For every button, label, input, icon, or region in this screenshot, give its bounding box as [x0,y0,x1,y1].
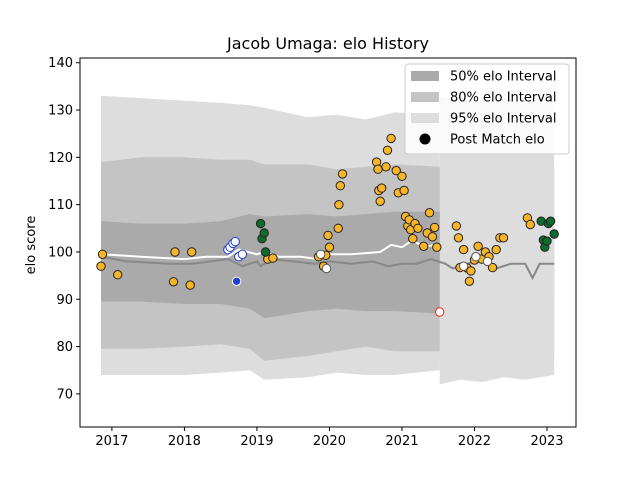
post-match-point-orange [97,249,108,260]
post-match-point-white [458,261,469,271]
chart-title: Jacob Umaga: elo History [226,34,429,53]
post-match-point-orange [375,196,385,207]
legend-label: Post Match elo [450,133,545,148]
y-axis-label: elo score [24,216,39,275]
post-match-point-orange [498,233,509,243]
post-match-point-orange [473,241,483,252]
post-match-point-orange [458,244,469,255]
post-match-point-orange [333,223,343,234]
post-match-point-orange [399,185,409,196]
legend-label: 50% elo Interval [450,70,557,85]
legend-marker [419,133,431,145]
post-match-point-orange [96,261,106,271]
post-match-point-green [545,216,556,226]
post-match-point-orange [397,171,407,182]
legend-label: 80% elo Interval [450,91,557,106]
post-match-point-green [259,228,269,238]
post-match-point-orange [419,241,429,252]
x-tick-label: 2018 [168,434,201,449]
post-match-point-orange [464,276,475,286]
post-match-point-green [255,218,266,229]
post-match-point-orange [185,280,195,290]
post-match-point-red-open [435,307,445,317]
post-match-point-green [260,247,271,257]
axes: 2017 2018 2019 2020 2021 2022 2023 70 80 90 100 110… [48,56,577,449]
legend: 50% elo Interval 80% elo Interval 95% elo … [404,63,570,155]
post-match-point-orange [427,232,438,242]
post-match-point-green [542,236,552,246]
post-match-point-orange [466,266,476,276]
post-match-point-orange [382,145,393,156]
post-match-point-orange [525,219,535,230]
post-match-point-orange [413,223,423,234]
x-tick-label: 2020 [313,434,346,449]
post-match-point-orange [187,247,197,257]
post-match-point-orange [386,133,396,144]
x-tick-label: 2023 [530,434,563,449]
post-match-point-orange [323,230,333,241]
x-tick-label: 2021 [385,434,418,449]
legend-swatch [411,71,439,81]
x-tick-label: 2019 [240,434,273,449]
post-match-point-orange [491,244,501,255]
legend-swatch [411,92,439,102]
post-match-point-orange [335,181,345,191]
post-match-point-orange [168,277,179,287]
y-tick-label: 130 [48,104,73,119]
y-tick-label: 80 [56,340,73,355]
post-match-point-orange [453,233,464,243]
legend-box [404,63,570,155]
post-match-point-orange [324,242,335,252]
post-match-point-blue [230,236,240,247]
y-tick-label: 70 [56,387,73,402]
post-match-points [96,133,559,317]
post-match-point-orange [377,183,387,193]
post-match-point-orange [432,242,442,252]
post-match-point-green [549,229,559,239]
post-match-point-white [316,249,326,260]
x-tick-label: 2022 [458,434,491,449]
post-match-point-orange [113,270,123,280]
post-match-point-orange [487,262,498,273]
x-tick-label: 2017 [95,434,128,449]
post-match-point-orange [429,222,440,233]
post-match-point-orange [424,208,435,218]
post-match-point-white [482,256,493,267]
interval-bands [101,81,555,385]
plot-frame [79,57,577,428]
legend-label: 95% elo Interval [450,112,557,127]
post-match-point-blue [237,249,248,260]
post-match-point-orange [373,164,383,174]
post-match-point-orange [381,162,391,172]
elo-line-0 [100,255,555,281]
legend-swatch [411,113,439,123]
y-tick-label: 100 [48,245,73,260]
post-match-point-white [321,263,332,274]
post-match-point-orange [170,247,180,257]
y-tick-label: 90 [56,293,73,308]
y-tick-label: 140 [48,56,73,71]
interval-band-after-2 [439,81,555,385]
y-tick-label: 110 [48,198,73,213]
post-match-point-orange [337,169,348,179]
post-match-point-white [471,252,481,262]
y-tick-label: 120 [48,151,73,166]
interval-band-50 [101,211,440,319]
post-match-point-blue-filled [231,276,242,286]
post-match-point-orange [451,221,462,231]
post-match-point-orange [268,253,278,263]
post-match-point-orange [408,234,418,244]
post-match-point-orange [334,200,344,210]
post-match-point-orange [391,165,401,176]
